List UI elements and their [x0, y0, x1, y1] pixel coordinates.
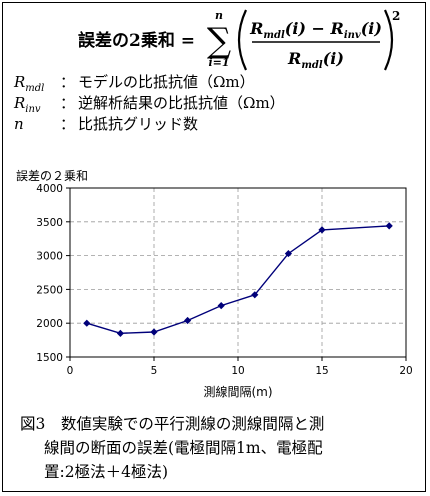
symbol-definitions: Rmdl ： モデルの比抵抗値（Ωm） Rinv ： 逆解析結果の比抵抗値（Ωm…	[14, 72, 285, 135]
data-point-marker	[116, 329, 124, 337]
grid-lines	[70, 188, 406, 357]
sigma-symbol: ∑	[207, 21, 231, 61]
y-tick-label: 2500	[36, 284, 63, 296]
x-tick-label: 15	[315, 365, 328, 377]
definition-symbol: Rmdl	[14, 73, 45, 94]
data-point-marker	[284, 249, 292, 258]
formula-lhs: 誤差の2乗和 =	[78, 30, 195, 51]
figure-caption: 図3 数値実験での平行測線の測線間隔と測 線間の断面の誤差(電極間隔1m、電極配…	[20, 412, 420, 484]
left-paren	[237, 9, 247, 71]
sum-lower: i=1	[208, 56, 229, 69]
data-point-marker	[217, 302, 225, 310]
right-paren	[384, 9, 394, 71]
definition-row: Rinv ： 逆解析結果の比抵抗値（Ωm）	[14, 93, 285, 115]
axis-ticks: 1500 2000 2500 3000 3500 4000 0 5 10 15 20	[36, 183, 412, 377]
y-tick-label: 3500	[36, 217, 63, 229]
y-tick-label: 4000	[36, 183, 63, 195]
definition-text: 比抵抗グリッド数	[78, 115, 199, 133]
x-tick-label: 5	[151, 365, 158, 377]
y-axis-label: 誤差の２乗和	[16, 168, 88, 183]
data-point-marker	[318, 226, 326, 234]
formula-denominator: Rmdl(i)	[287, 49, 344, 71]
data-point-marker	[150, 328, 158, 336]
data-point-marker	[83, 319, 91, 327]
definition-row: n ： 比抵抗グリッド数	[14, 114, 285, 135]
caption-line-2: 線間の断面の誤差(電極間隔1m、電極配	[44, 439, 323, 457]
x-tick-label: 10	[231, 365, 244, 377]
caption-line-3: 置:2極法＋4極法)	[44, 463, 168, 481]
definition-symbol: n	[14, 115, 24, 133]
x-tick-label: 0	[67, 365, 74, 377]
definition-row: Rmdl ： モデルの比抵抗値（Ωm）	[14, 72, 285, 94]
data-point-marker	[385, 222, 393, 230]
error-formula: 誤差の2乗和 = n ∑ i=1 Rmdl(i) − Rinv(i) Rmdl(…	[78, 9, 400, 71]
caption-line-1: 図3 数値実験での平行測線の測線間隔と測	[20, 415, 325, 433]
figure-frame	[2, 2, 426, 492]
y-tick-label: 2000	[36, 318, 63, 330]
y-tick-label: 1500	[36, 352, 63, 364]
sum-upper: n	[215, 9, 223, 22]
y-tick-label: 3000	[36, 251, 63, 263]
definition-text: モデルの比抵抗値（Ωm）	[78, 73, 255, 91]
formula-numerator: Rmdl(i) − Rinv(i)	[249, 19, 382, 41]
formula-exponent: 2	[392, 9, 400, 23]
x-tick-label: 20	[399, 365, 412, 377]
definition-symbol: Rinv	[14, 94, 41, 115]
definition-text: 逆解析結果の比抵抗値（Ωm）	[78, 94, 285, 112]
x-axis-label: 測線間隔(m)	[203, 384, 272, 399]
